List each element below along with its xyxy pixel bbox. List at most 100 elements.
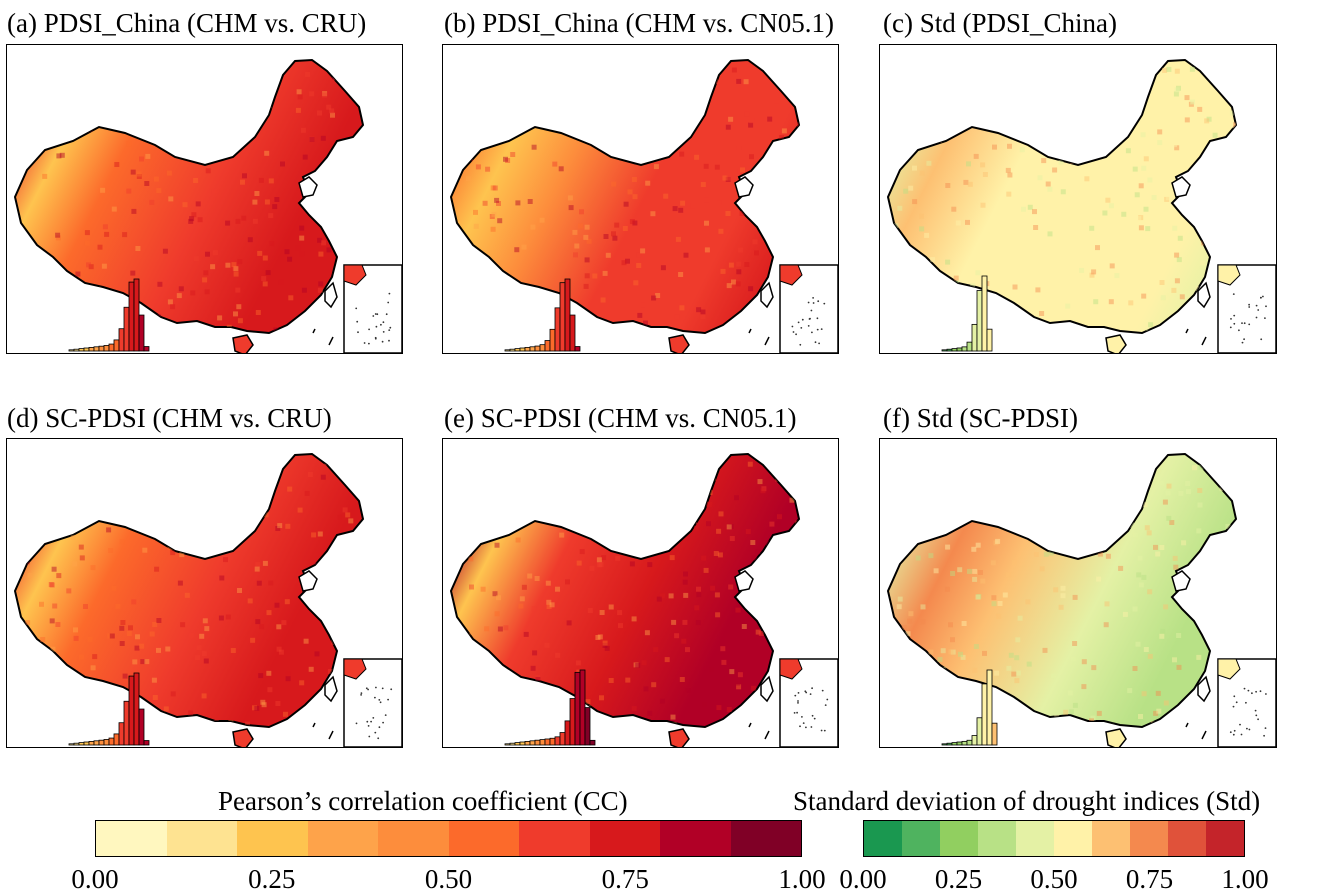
map-svg: [13, 58, 402, 353]
inset-island-dot: [1257, 309, 1260, 311]
std-colorbar-title: Standard deviation of drought indices (S…: [793, 786, 1261, 816]
inset-island-dot: [382, 321, 385, 324]
histogram-bar: [103, 345, 110, 352]
histogram-bar: [961, 346, 968, 352]
island-mark: [328, 336, 334, 346]
taiwan-island: [324, 281, 338, 309]
histogram-bar: [554, 736, 561, 746]
inset-island-dot: [1238, 329, 1240, 332]
inset-island-dot: [796, 711, 798, 714]
island-mark: [328, 730, 334, 740]
histogram-bar: [559, 282, 566, 352]
cc-colorbar-segment: [378, 821, 449, 856]
histogram-bar: [981, 683, 988, 746]
histogram-bar: [514, 348, 521, 352]
inset-island-dot: [355, 722, 358, 725]
inset-island-dot: [1241, 322, 1243, 324]
island-mark: [1201, 730, 1207, 740]
inset-island-dot: [367, 725, 370, 727]
inset-island-dot: [797, 702, 799, 704]
inset-island-dot: [1229, 731, 1232, 734]
inset-island-dot: [1262, 295, 1264, 298]
cc-colorbar-segment: [730, 821, 801, 856]
std-colorbar-segment: [902, 821, 940, 856]
inset-island-dot: [816, 328, 819, 331]
inset-island-dot: [379, 701, 382, 704]
map-panel-d: [6, 438, 403, 748]
inset-island-dot: [1263, 734, 1265, 737]
bohai-sea: [734, 570, 754, 592]
histogram-bar: [519, 741, 526, 746]
histogram-bar: [589, 739, 596, 746]
inset-island-dot: [1233, 322, 1236, 325]
std-colorbar-segment: [978, 821, 1016, 856]
std-colorbar-tick-label: 0.75: [1125, 864, 1174, 894]
histogram-bar: [123, 306, 130, 352]
value-histogram: [68, 278, 150, 352]
histogram-bar: [971, 735, 978, 746]
histogram-bar: [143, 346, 150, 352]
inset-island-dot: [1232, 733, 1235, 736]
inset-island-dot: [1229, 326, 1232, 329]
histogram-bar: [544, 340, 551, 352]
inset-island-dot: [793, 712, 796, 714]
inset-island-dot: [807, 325, 810, 327]
inset-island-dot: [810, 726, 813, 728]
histogram-bar: [539, 739, 546, 746]
std-colorbar-segment: [1206, 821, 1244, 856]
inset-island-dot: [1264, 727, 1267, 729]
inset-island-dot: [378, 726, 381, 729]
china-landmass: [886, 452, 1238, 729]
inset-island-dot: [374, 336, 377, 339]
histogram-bar: [93, 740, 100, 746]
histogram-bar: [976, 717, 983, 746]
histogram-bar: [103, 739, 110, 746]
inset-island-dot: [1233, 695, 1236, 698]
histogram-bar: [519, 347, 526, 352]
inset-island-dot: [1245, 701, 1247, 704]
inset-island-dot: [813, 717, 816, 720]
std-colorbar-segment: [864, 821, 902, 856]
panel-c-title: (c) Std (PDSI_China): [883, 8, 1117, 38]
std-colorbar-tick-label: 0.25: [934, 864, 983, 894]
inset-island-dot: [812, 297, 814, 299]
histogram-bar: [128, 281, 135, 352]
inset-island-dot: [370, 720, 372, 723]
cc-colorbar-tick-label: 0.75: [601, 864, 649, 894]
china-landmass: [13, 58, 365, 335]
island-mark: [312, 722, 316, 728]
cc-colorbar-segment: [589, 821, 660, 856]
inset-island-dot: [791, 325, 794, 328]
histogram-bar: [524, 346, 531, 352]
histogram-bar: [88, 346, 95, 352]
histogram-bar: [534, 739, 541, 746]
histogram-bar: [946, 348, 953, 352]
histogram-bar: [564, 278, 571, 352]
histogram-bar: [88, 740, 95, 746]
inset-island-dot: [1257, 718, 1259, 721]
inset-island-dot: [382, 331, 385, 333]
histogram-bar: [68, 743, 75, 746]
inset-island-dot: [1233, 729, 1236, 732]
inset-island-dot: [797, 692, 800, 694]
histogram-bar: [509, 348, 516, 352]
histogram-bar: [966, 739, 973, 746]
cc-colorbar-segment: [96, 821, 167, 856]
bohai-sea: [298, 176, 318, 198]
histogram-bar: [544, 738, 551, 746]
map-panel-a: [6, 44, 403, 354]
histogram-bar: [73, 742, 80, 746]
inset-island-dot: [820, 729, 823, 732]
inset-island-dot: [792, 331, 795, 333]
inset-island-dot: [357, 331, 359, 334]
inset-island-dot: [372, 717, 375, 719]
inset-island-dot: [1247, 689, 1250, 692]
histogram-bar: [981, 275, 988, 352]
histogram-bar: [554, 307, 561, 352]
value-histogram: [504, 669, 596, 746]
std-colorbar-segment: [1168, 821, 1206, 856]
histogram-bar: [539, 344, 546, 352]
inset-island-dot: [1255, 304, 1258, 307]
inset-island-dot: [385, 313, 388, 316]
histogram-bar: [524, 740, 531, 746]
